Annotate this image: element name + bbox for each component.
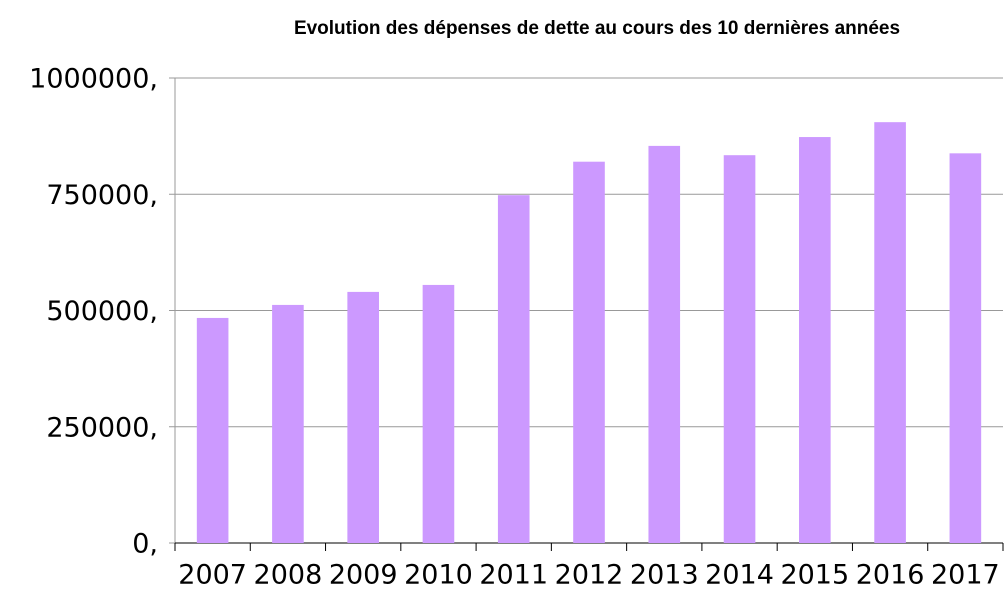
y-tick-label: 750000, [46, 180, 158, 211]
y-tick-label: 0, [132, 529, 158, 560]
bar [272, 304, 304, 543]
x-tick-label: 2013 [630, 560, 699, 591]
bar [497, 195, 530, 543]
x-tick-label: 2012 [555, 560, 624, 591]
x-tick-label: 2016 [856, 560, 925, 591]
x-tick-label: 2007 [178, 560, 247, 591]
bar [874, 122, 906, 544]
x-tick-label: 2017 [931, 560, 1000, 591]
y-tick-label: 250000, [46, 412, 158, 443]
x-tick-label: 2015 [780, 560, 849, 591]
y-tick-label: 1000000, [29, 64, 158, 95]
bar [799, 137, 831, 543]
y-tick-label: 500000, [46, 296, 158, 327]
x-tick-label: 2014 [705, 560, 774, 591]
bar [196, 317, 229, 543]
x-tick-label: 2010 [404, 560, 473, 591]
x-tick-label: 2009 [329, 560, 398, 591]
bar [347, 291, 379, 543]
x-tick-label: 2011 [479, 560, 548, 591]
bar [422, 284, 455, 543]
bar [949, 153, 982, 543]
chart-title: Evolution des dépenses de dette au cours… [294, 18, 900, 39]
bar [648, 145, 681, 543]
x-tick-label: 2008 [254, 560, 323, 591]
bar [723, 155, 756, 543]
bar [573, 161, 605, 543]
